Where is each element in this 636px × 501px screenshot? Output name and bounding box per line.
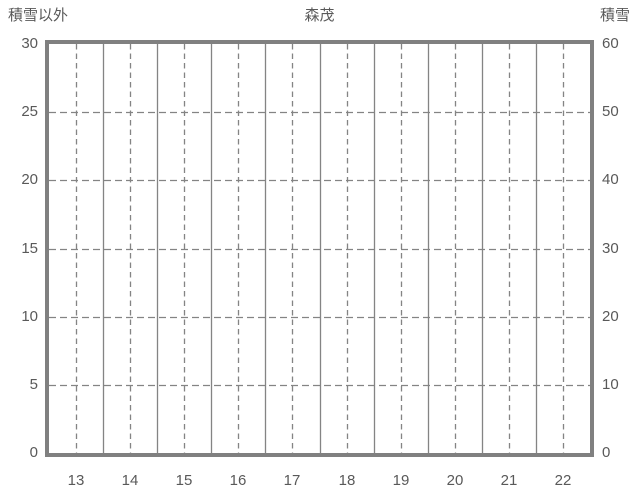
left-axis-tick-label-25: 25 [21, 103, 38, 120]
right-axis-tick-label-10: 10 [602, 376, 619, 393]
plot-area [45, 40, 594, 457]
right-axis-tick-label-20: 20 [602, 308, 619, 325]
right-axis-title: 積雪 [599, 7, 630, 24]
left-axis-title: 積雪以外 [8, 7, 69, 24]
right-axis-tick-label-50: 50 [602, 103, 619, 120]
x-axis-tick-label-18: 18 [338, 472, 356, 489]
x-axis-tick-label-17: 17 [283, 472, 301, 489]
right-axis-tick-label-0: 0 [602, 444, 611, 461]
left-axis-tick-label-30: 30 [21, 35, 38, 52]
x-axis-tick-label-22: 22 [554, 472, 572, 489]
left-axis-tick-label-20: 20 [21, 171, 38, 188]
gridlines [49, 44, 590, 453]
x-axis-tick-label-14: 14 [121, 472, 139, 489]
x-axis-tick-label-21: 21 [500, 472, 518, 489]
right-axis-tick-label-30: 30 [602, 240, 619, 257]
left-axis-tick-label-10: 10 [21, 308, 38, 325]
x-axis-tick-label-13: 13 [67, 472, 85, 489]
left-axis-tick-label-5: 5 [29, 376, 38, 393]
x-axis-tick-label-16: 16 [229, 472, 247, 489]
left-axis-tick-label-0: 0 [29, 444, 38, 461]
x-axis-tick-label-19: 19 [392, 472, 410, 489]
x-axis-tick-label-15: 15 [175, 472, 193, 489]
right-axis-tick-label-60: 60 [602, 35, 619, 52]
x-axis-tick-label-20: 20 [446, 472, 464, 489]
left-axis-tick-label-15: 15 [21, 240, 38, 257]
chart-title: 森茂 [304, 7, 335, 24]
right-axis-tick-label-40: 40 [602, 171, 619, 188]
